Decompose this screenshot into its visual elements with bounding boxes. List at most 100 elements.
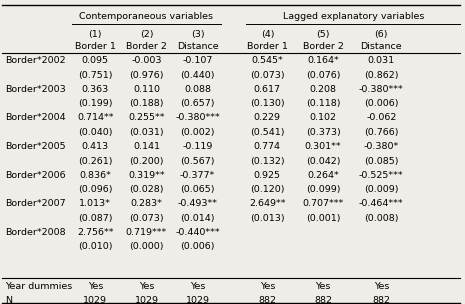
Text: (0.009): (0.009)	[364, 185, 399, 194]
Text: 0.719***: 0.719***	[126, 228, 167, 237]
Text: -0.493**: -0.493**	[178, 199, 218, 208]
Text: 0.301**: 0.301**	[305, 142, 341, 151]
Text: (1): (1)	[88, 30, 102, 40]
Text: 0.264*: 0.264*	[307, 171, 339, 180]
Text: 2.649**: 2.649**	[249, 199, 286, 208]
Text: 2.756**: 2.756**	[77, 228, 113, 237]
Text: 1029: 1029	[186, 296, 210, 304]
Text: 0.714**: 0.714**	[77, 113, 113, 123]
Text: (0.028): (0.028)	[129, 185, 164, 194]
Text: Border*2004: Border*2004	[5, 113, 65, 123]
Text: Border*2003: Border*2003	[5, 85, 66, 94]
Text: Yes: Yes	[87, 282, 103, 291]
Text: (0.440): (0.440)	[180, 71, 215, 80]
Text: (0.751): (0.751)	[78, 71, 113, 80]
Text: Year dummies: Year dummies	[5, 282, 72, 291]
Text: (0.001): (0.001)	[306, 214, 340, 223]
Text: (0.657): (0.657)	[180, 99, 215, 109]
Text: Distance: Distance	[177, 42, 219, 51]
Text: 0.095: 0.095	[82, 56, 109, 65]
Text: -0.377*: -0.377*	[180, 171, 215, 180]
Text: 0.925: 0.925	[254, 171, 281, 180]
Text: (0.118): (0.118)	[306, 99, 340, 109]
Text: (0.040): (0.040)	[78, 128, 113, 137]
Text: (3): (3)	[191, 30, 205, 40]
Text: Contemporaneous variables: Contemporaneous variables	[80, 12, 213, 21]
Text: -0.380*: -0.380*	[364, 142, 399, 151]
Text: -0.003: -0.003	[131, 56, 162, 65]
Text: Border 1: Border 1	[75, 42, 116, 51]
Text: 0.774: 0.774	[254, 142, 281, 151]
Text: Border*2006: Border*2006	[5, 171, 65, 180]
Text: 0.319**: 0.319**	[128, 171, 165, 180]
Text: Border 1: Border 1	[247, 42, 288, 51]
Text: -0.107: -0.107	[182, 56, 213, 65]
Text: 0.088: 0.088	[184, 85, 211, 94]
Text: 0.102: 0.102	[310, 113, 337, 123]
Text: (0.006): (0.006)	[364, 99, 399, 109]
Text: -0.380***: -0.380***	[175, 113, 220, 123]
Text: 1.013*: 1.013*	[80, 199, 111, 208]
Text: (0.541): (0.541)	[250, 128, 285, 137]
Text: (0.188): (0.188)	[129, 99, 164, 109]
Text: (0.002): (0.002)	[180, 128, 215, 137]
Text: (0.373): (0.373)	[306, 128, 340, 137]
Text: (6): (6)	[374, 30, 388, 40]
Text: -0.062: -0.062	[366, 113, 397, 123]
Text: (0.006): (0.006)	[180, 242, 215, 251]
Text: Distance: Distance	[360, 42, 402, 51]
Text: -0.440***: -0.440***	[175, 228, 220, 237]
Text: (0.042): (0.042)	[306, 157, 340, 166]
Text: (0.130): (0.130)	[250, 99, 285, 109]
Text: N: N	[5, 296, 12, 304]
Text: (0.076): (0.076)	[306, 71, 340, 80]
Text: 882: 882	[314, 296, 332, 304]
Text: 0.413: 0.413	[82, 142, 109, 151]
Text: -0.525***: -0.525***	[359, 171, 404, 180]
Text: (0.085): (0.085)	[364, 157, 399, 166]
Text: Yes: Yes	[259, 282, 275, 291]
Text: (0.120): (0.120)	[250, 185, 285, 194]
Text: (0.087): (0.087)	[78, 214, 113, 223]
Text: 1029: 1029	[134, 296, 159, 304]
Text: 0.545*: 0.545*	[252, 56, 283, 65]
Text: 0.255**: 0.255**	[128, 113, 165, 123]
Text: 0.363: 0.363	[82, 85, 109, 94]
Text: (4): (4)	[260, 30, 274, 40]
Text: -0.380***: -0.380***	[359, 85, 404, 94]
Text: (5): (5)	[316, 30, 330, 40]
Text: -0.119: -0.119	[182, 142, 213, 151]
Text: Yes: Yes	[373, 282, 389, 291]
Text: (0.073): (0.073)	[250, 71, 285, 80]
Text: (0.200): (0.200)	[129, 157, 164, 166]
Text: (0.065): (0.065)	[180, 185, 215, 194]
Text: Yes: Yes	[190, 282, 206, 291]
Text: 0.141: 0.141	[133, 142, 160, 151]
Text: Border*2005: Border*2005	[5, 142, 65, 151]
Text: Border*2002: Border*2002	[5, 56, 65, 65]
Text: Border*2007: Border*2007	[5, 199, 65, 208]
Text: 0.208: 0.208	[310, 85, 337, 94]
Text: (0.261): (0.261)	[78, 157, 113, 166]
Text: 882: 882	[259, 296, 276, 304]
Text: 0.836*: 0.836*	[80, 171, 111, 180]
Text: (0.008): (0.008)	[364, 214, 399, 223]
Text: 0.110: 0.110	[133, 85, 160, 94]
Text: (2): (2)	[140, 30, 153, 40]
Text: (0.031): (0.031)	[129, 128, 164, 137]
Text: 0.283*: 0.283*	[131, 199, 162, 208]
Text: (0.976): (0.976)	[129, 71, 164, 80]
Text: (0.000): (0.000)	[129, 242, 164, 251]
Text: (0.132): (0.132)	[250, 157, 285, 166]
Text: (0.073): (0.073)	[129, 214, 164, 223]
Text: 0.229: 0.229	[254, 113, 281, 123]
Text: 0.164*: 0.164*	[307, 56, 339, 65]
Text: 882: 882	[372, 296, 390, 304]
Text: (0.096): (0.096)	[78, 185, 113, 194]
Text: -0.464***: -0.464***	[359, 199, 404, 208]
Text: Border*2008: Border*2008	[5, 228, 65, 237]
Text: Yes: Yes	[139, 282, 154, 291]
Text: 1029: 1029	[83, 296, 107, 304]
Text: 0.617: 0.617	[254, 85, 281, 94]
Text: Border 2: Border 2	[303, 42, 344, 51]
